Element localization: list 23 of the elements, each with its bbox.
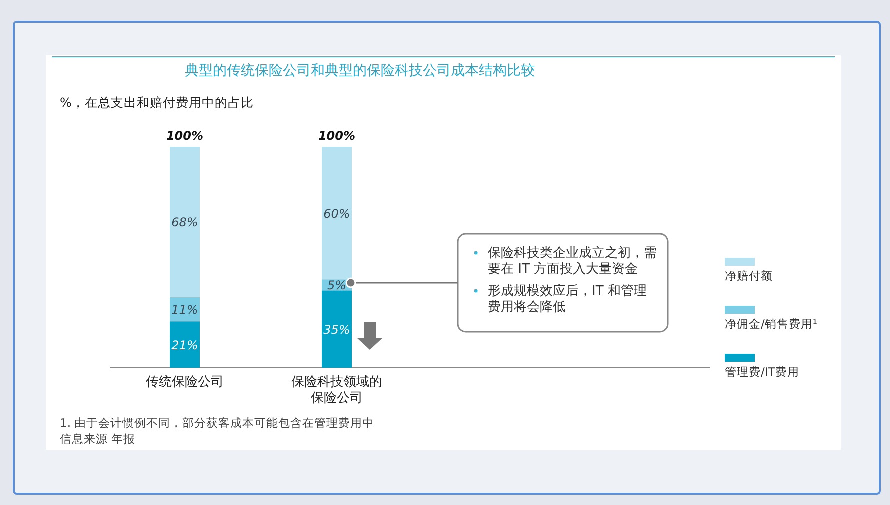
data-label: 60%	[324, 206, 350, 221]
x-tick-label: 传统保险公司	[146, 375, 224, 390]
total-label: 100%	[318, 129, 356, 143]
data-label: 35%	[324, 322, 350, 337]
data-label: 68%	[172, 216, 198, 230]
legend-label: 净赔付额	[725, 269, 773, 283]
bar	[170, 322, 200, 368]
total-label: 100%	[166, 129, 204, 143]
data-label: 11%	[172, 302, 198, 317]
chart-subtitle: %，在总支出和赔付费用中的占比	[60, 95, 254, 110]
data-label: 5%	[327, 278, 347, 293]
legend-label: 管理费/IT费用	[725, 365, 800, 379]
text: 1. 由于会计惯例不同，部分获客成本可能包含在管理费用中	[60, 416, 375, 430]
bar	[170, 147, 200, 298]
text: 保险科技类企业成立之初，需要在 IT 方面投入大量资金	[488, 245, 657, 277]
text: 形成规模效应后，IT 和管理费用将会降低	[488, 283, 647, 315]
data-label: 21%	[172, 338, 198, 352]
chart-title: 典型的传统保险公司和典型的保险科技公司成本结构比较	[185, 63, 535, 79]
legend-label: 净佣金/销售费用¹	[725, 317, 818, 331]
bar	[322, 147, 352, 280]
text: 信息来源 年报	[60, 432, 136, 446]
x-tick-label: 保险科技领域的保险公司	[292, 375, 382, 406]
bar	[322, 290, 352, 368]
